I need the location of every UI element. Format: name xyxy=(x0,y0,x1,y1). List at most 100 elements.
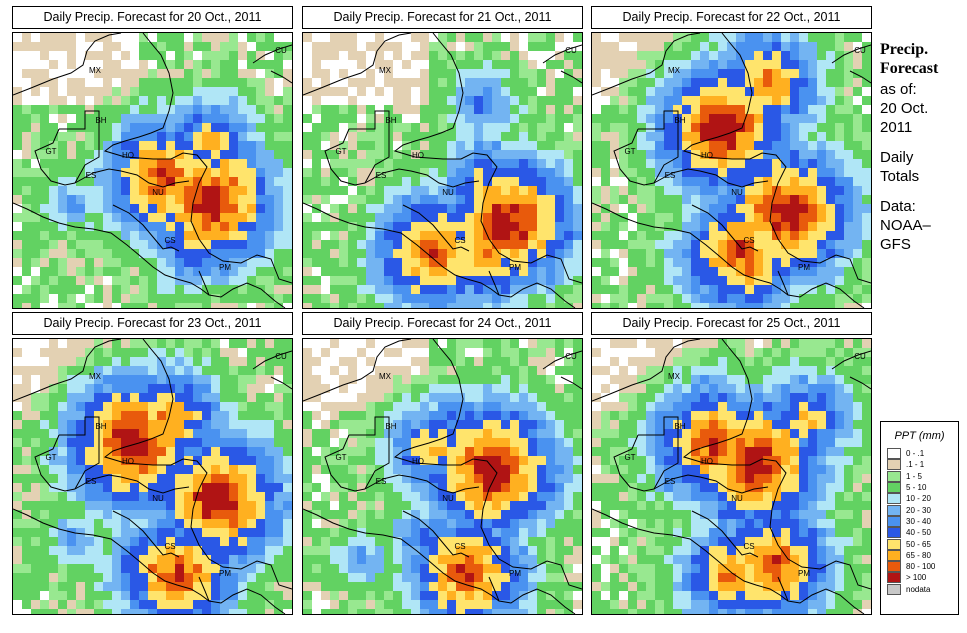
precip-cell xyxy=(393,402,402,411)
precip-cell xyxy=(447,240,456,249)
precip-cell xyxy=(465,402,474,411)
boundary-line xyxy=(849,70,871,84)
precip-cell xyxy=(465,168,474,177)
precip-cell xyxy=(682,447,691,456)
precip-cell xyxy=(330,186,339,195)
precip-cell xyxy=(736,375,745,384)
precip-cell xyxy=(58,519,67,528)
precip-cell xyxy=(357,204,366,213)
precip-cell xyxy=(438,231,447,240)
precip-cell xyxy=(573,465,582,474)
precip-cell xyxy=(366,456,375,465)
precip-cell xyxy=(438,375,447,384)
precip-cell xyxy=(564,429,573,438)
precip-cell xyxy=(510,60,519,69)
precip-cell xyxy=(366,438,375,447)
precip-cell xyxy=(474,456,483,465)
precip-cell xyxy=(483,168,492,177)
precip-cell xyxy=(456,465,465,474)
precip-cell xyxy=(601,213,610,222)
precip-cell xyxy=(202,159,211,168)
precip-cell xyxy=(256,600,265,609)
precip-cell xyxy=(555,303,564,308)
precip-cell xyxy=(727,393,736,402)
precip-cell xyxy=(94,555,103,564)
precip-cell xyxy=(22,195,31,204)
precip-cell xyxy=(265,195,274,204)
precip-cell xyxy=(393,150,402,159)
precip-cell xyxy=(247,33,256,42)
coastlines xyxy=(13,339,292,614)
precip-cell xyxy=(564,51,573,60)
precip-cell xyxy=(573,357,582,366)
precip-cell xyxy=(655,276,664,285)
precip-cell xyxy=(555,438,564,447)
precip-cell xyxy=(184,150,193,159)
precip-cell xyxy=(330,249,339,258)
country-label-pm: PM xyxy=(509,263,521,272)
precip-cell xyxy=(202,609,211,614)
precip-cell xyxy=(510,483,519,492)
precip-cell xyxy=(157,591,166,600)
precip-cell xyxy=(256,78,265,87)
precip-cell xyxy=(357,267,366,276)
precip-cell xyxy=(157,546,166,555)
precip-cell xyxy=(528,96,537,105)
precip-cell xyxy=(474,249,483,258)
precip-cell xyxy=(130,447,139,456)
precip-cell xyxy=(366,276,375,285)
precip-cell xyxy=(175,411,184,420)
precip-cell xyxy=(139,339,148,348)
precip-cell xyxy=(474,546,483,555)
precip-cell xyxy=(447,564,456,573)
precip-cell xyxy=(303,393,312,402)
precip-cell xyxy=(537,339,546,348)
precip-cell xyxy=(211,33,220,42)
precip-cell xyxy=(193,258,202,267)
precip-cell xyxy=(112,393,121,402)
precip-cell xyxy=(790,429,799,438)
precip-cell xyxy=(637,429,646,438)
precip-cell xyxy=(112,240,121,249)
precip-cell xyxy=(564,393,573,402)
precip-cell xyxy=(121,609,130,614)
precip-cell xyxy=(357,150,366,159)
country-label-ho: HO xyxy=(701,151,713,160)
precip-cell xyxy=(546,114,555,123)
precip-cell xyxy=(456,123,465,132)
precip-cell xyxy=(303,492,312,501)
precip-cell xyxy=(835,33,844,42)
precip-cell xyxy=(247,537,256,546)
precip-cell xyxy=(592,195,601,204)
precip-cell xyxy=(519,474,528,483)
precip-cell xyxy=(13,501,22,510)
precip-cell xyxy=(67,267,76,276)
precip-cell xyxy=(429,609,438,614)
precip-cell xyxy=(664,276,673,285)
boundary-line xyxy=(682,33,871,284)
precip-cell xyxy=(384,258,393,267)
precip-cell xyxy=(312,564,321,573)
precip-cell xyxy=(673,366,682,375)
precip-cell xyxy=(763,114,772,123)
precip-cell xyxy=(247,195,256,204)
precip-cell xyxy=(220,348,229,357)
precip-cell xyxy=(303,258,312,267)
precip-cell xyxy=(256,456,265,465)
precip-cell xyxy=(112,186,121,195)
precip-cell xyxy=(393,564,402,573)
precip-cell xyxy=(85,429,94,438)
precip-cell xyxy=(862,204,871,213)
precip-cell xyxy=(745,249,754,258)
precip-cell xyxy=(474,69,483,78)
precip-cell xyxy=(465,60,474,69)
precip-cell xyxy=(22,213,31,222)
precip-cell xyxy=(22,420,31,429)
precip-cell xyxy=(601,114,610,123)
precip-cell xyxy=(166,375,175,384)
precip-cell xyxy=(573,132,582,141)
precip-cell xyxy=(501,78,510,87)
precip-cell xyxy=(483,492,492,501)
precip-cell xyxy=(573,573,582,582)
precip-cell xyxy=(736,339,745,348)
